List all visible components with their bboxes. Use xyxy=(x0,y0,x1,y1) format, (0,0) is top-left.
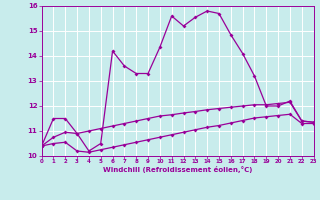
X-axis label: Windchill (Refroidissement éolien,°C): Windchill (Refroidissement éolien,°C) xyxy=(103,166,252,173)
